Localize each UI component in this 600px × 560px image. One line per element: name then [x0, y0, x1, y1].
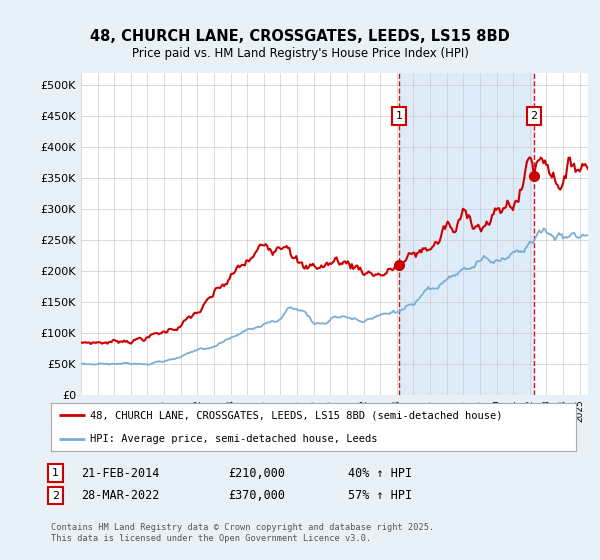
Text: Contains HM Land Registry data © Crown copyright and database right 2025.
This d: Contains HM Land Registry data © Crown c…	[51, 524, 434, 543]
Text: 28-MAR-2022: 28-MAR-2022	[81, 489, 160, 502]
Text: 2: 2	[530, 111, 538, 122]
Text: 21-FEB-2014: 21-FEB-2014	[81, 466, 160, 480]
Bar	[399, 73, 534, 395]
Text: 2: 2	[52, 491, 59, 501]
Text: 40% ↑ HPI: 40% ↑ HPI	[348, 466, 412, 480]
Text: 48, CHURCH LANE, CROSSGATES, LEEDS, LS15 8BD: 48, CHURCH LANE, CROSSGATES, LEEDS, LS15…	[90, 29, 510, 44]
Text: £370,000: £370,000	[228, 489, 285, 502]
Text: 48, CHURCH LANE, CROSSGATES, LEEDS, LS15 8BD (semi-detached house): 48, CHURCH LANE, CROSSGATES, LEEDS, LS15…	[91, 410, 503, 420]
Text: 1: 1	[52, 468, 59, 478]
Text: 57% ↑ HPI: 57% ↑ HPI	[348, 489, 412, 502]
Text: 1: 1	[395, 111, 403, 122]
Text: HPI: Average price, semi-detached house, Leeds: HPI: Average price, semi-detached house,…	[91, 434, 378, 444]
Text: Price paid vs. HM Land Registry's House Price Index (HPI): Price paid vs. HM Land Registry's House …	[131, 46, 469, 60]
Text: £210,000: £210,000	[228, 466, 285, 480]
